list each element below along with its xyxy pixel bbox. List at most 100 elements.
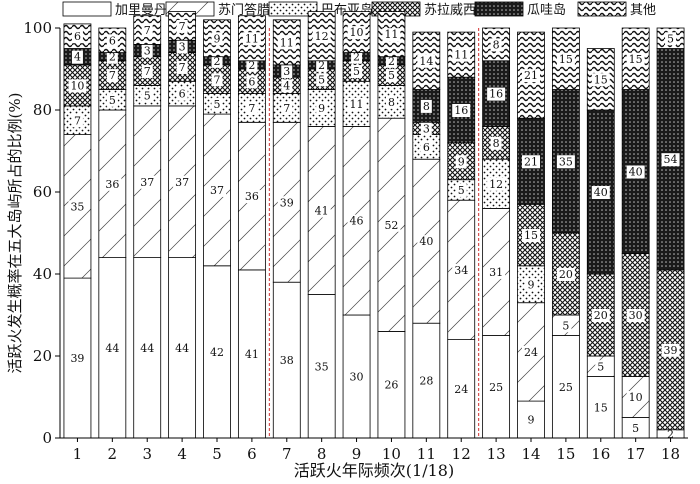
x-tick-label-4: 4	[177, 445, 187, 463]
data-label-bg	[68, 352, 87, 366]
data-label-11-series-5: 8	[423, 100, 430, 113]
legend-swatch-3	[268, 1, 318, 17]
data-label-8-series-4: 5	[318, 73, 325, 86]
x-tick-label-6: 6	[247, 445, 257, 463]
data-label-bg	[351, 65, 363, 79]
data-label-bg	[71, 50, 83, 64]
data-label-6-series-4: 6	[248, 75, 255, 88]
data-label-10-series-5: 2	[388, 55, 395, 68]
data-label-bg	[556, 380, 575, 394]
data-label-15-series-6: 15	[559, 53, 573, 66]
data-label-bg	[420, 99, 432, 113]
data-label-bg	[176, 40, 188, 54]
data-label-bg	[347, 214, 366, 228]
data-label-bg	[382, 378, 401, 392]
data-label-bg	[626, 165, 645, 179]
data-label-10-series-3: 8	[388, 96, 395, 109]
data-label-12-series-3: 5	[458, 184, 465, 197]
data-label-bg	[246, 58, 258, 72]
x-tick-label-14: 14	[521, 445, 540, 463]
data-label-bg	[661, 343, 680, 357]
data-label-7-series-5: 3	[283, 65, 290, 78]
data-label-bg	[382, 218, 401, 232]
data-label-13-series-1: 25	[489, 381, 503, 394]
data-label-bg	[208, 183, 226, 197]
data-label-bg	[487, 87, 506, 101]
x-tick-label-13: 13	[487, 445, 506, 463]
data-label-2-series-2: 36	[105, 178, 119, 191]
data-label-12-series-2: 34	[454, 264, 468, 277]
data-label-bg	[208, 345, 226, 359]
data-label-bg	[176, 87, 188, 101]
data-label-13-series-4: 8	[493, 137, 500, 150]
data-label-2-series-6: 6	[109, 34, 116, 47]
data-label-bg	[665, 427, 677, 441]
data-label-5-series-1: 42	[210, 346, 224, 359]
data-label-5-series-6: 9	[214, 32, 221, 45]
data-label-9-series-5: 2	[353, 51, 360, 64]
legend-label-2: 苏门答腊岛	[218, 2, 283, 18]
data-label-bg	[525, 413, 537, 427]
data-label-bg	[382, 28, 401, 42]
data-label-bg	[316, 73, 328, 87]
x-tick-label-2: 2	[108, 445, 118, 463]
data-label-14-series-4: 15	[524, 229, 538, 242]
data-label-bg	[455, 155, 467, 169]
legend-label-4: 苏拉威西岛	[424, 2, 489, 18]
data-label-bg	[68, 79, 87, 93]
data-label-bg	[591, 186, 610, 199]
data-label-8-series-6: 12	[315, 30, 329, 43]
data-label-18-series-1: 2	[667, 428, 674, 441]
data-label-bg	[141, 24, 153, 38]
x-tick-label-10: 10	[382, 445, 401, 463]
data-label-17-series-1: 5	[632, 422, 639, 435]
data-label-bg	[71, 114, 83, 128]
data-label-3-series-3: 5	[144, 90, 151, 103]
data-label-bg	[417, 235, 436, 249]
data-label-7-series-1: 38	[280, 354, 294, 367]
data-label-bg	[347, 97, 366, 111]
x-tick-label-15: 15	[556, 445, 575, 463]
data-label-bg	[591, 73, 610, 87]
data-label-7-series-2: 39	[280, 196, 294, 209]
data-label-5-series-4: 7	[214, 73, 221, 86]
data-label-bg	[522, 155, 540, 169]
data-label-1-series-6: 6	[74, 30, 81, 43]
data-label-bg	[312, 204, 331, 218]
y-tick-label-60: 60	[33, 183, 52, 201]
data-label-7-series-6: 11	[280, 36, 294, 49]
data-label-bg	[71, 30, 83, 44]
data-label-bg	[560, 319, 572, 333]
legend-label-5: 瓜哇岛	[527, 2, 566, 18]
data-label-bg	[385, 54, 397, 68]
data-label-14-series-3: 9	[528, 278, 535, 291]
data-label-bg	[281, 65, 293, 79]
data-label-bg	[385, 95, 397, 109]
data-label-bg	[106, 69, 118, 83]
data-label-8-series-5: 2	[318, 59, 325, 72]
data-label-9-series-1: 30	[350, 371, 364, 384]
data-label-bg	[417, 374, 436, 388]
data-label-bg	[106, 93, 118, 107]
data-label-11-series-2: 40	[419, 235, 433, 248]
x-tick-label-11: 11	[417, 445, 436, 463]
data-label-bg	[316, 58, 328, 72]
y-tick-label-0: 0	[42, 429, 52, 447]
data-label-14-series-1: 9	[528, 414, 535, 427]
data-label-bg	[487, 177, 506, 191]
data-label-bg	[490, 38, 502, 52]
data-label-7-series-4: 4	[283, 79, 290, 92]
legend-label-6: 其他	[630, 3, 656, 18]
data-label-bg	[312, 30, 331, 44]
data-label-3-series-6: 7	[144, 24, 151, 37]
legend-swatch-1	[62, 1, 112, 17]
data-label-bg	[347, 370, 366, 384]
data-label-14-series-2: 24	[524, 346, 538, 359]
data-label-14-series-5: 21	[524, 155, 538, 168]
data-label-13-series-6: 8	[493, 38, 500, 51]
data-label-11-series-3: 6	[423, 141, 430, 154]
data-label-bg	[452, 104, 471, 117]
data-label-bg	[455, 183, 467, 197]
x-tick-label-8: 8	[317, 445, 327, 463]
data-label-bg	[281, 79, 293, 93]
